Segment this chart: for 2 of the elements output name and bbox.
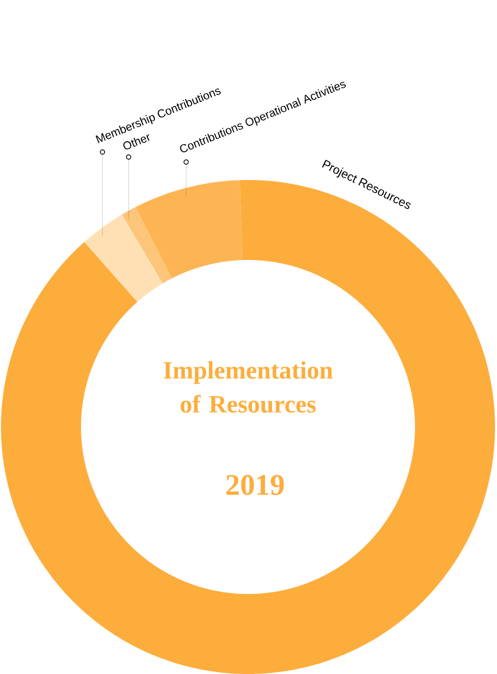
text: 2019 [226, 474, 284, 496]
text: Implementation of Resources [164, 361, 333, 413]
